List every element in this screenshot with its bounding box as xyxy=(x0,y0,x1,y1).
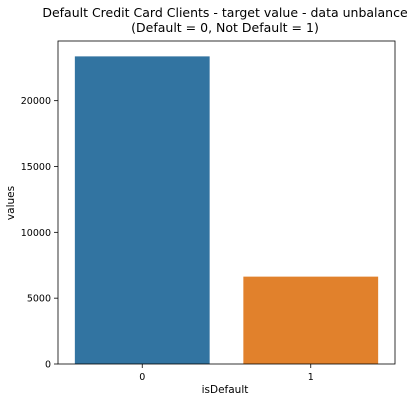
chart-title: Default Credit Card Clients - target val… xyxy=(42,5,408,20)
axes-frame xyxy=(57,40,396,365)
chart-subtitle: (Default = 0, Not Default = 1) xyxy=(131,20,319,35)
y-axis-label: values xyxy=(5,186,17,220)
x-tick-label-1: 1 xyxy=(308,372,314,383)
bars-group xyxy=(74,56,379,364)
y-tick-label-20000: 20000 xyxy=(21,96,51,107)
x-axis-label: isDefault xyxy=(202,384,249,396)
y-tick-label-15000: 15000 xyxy=(21,162,51,173)
y-tick-label-5000: 5000 xyxy=(27,294,51,305)
bar-1 xyxy=(243,276,379,364)
y-tick-label-10000: 10000 xyxy=(21,228,51,239)
y-tick-label-0: 0 xyxy=(45,360,51,371)
y-axis-ticks: 0 5000 10000 15000 20000 xyxy=(21,96,58,371)
bar-0 xyxy=(74,56,210,364)
x-tick-label-0: 0 xyxy=(139,372,145,383)
